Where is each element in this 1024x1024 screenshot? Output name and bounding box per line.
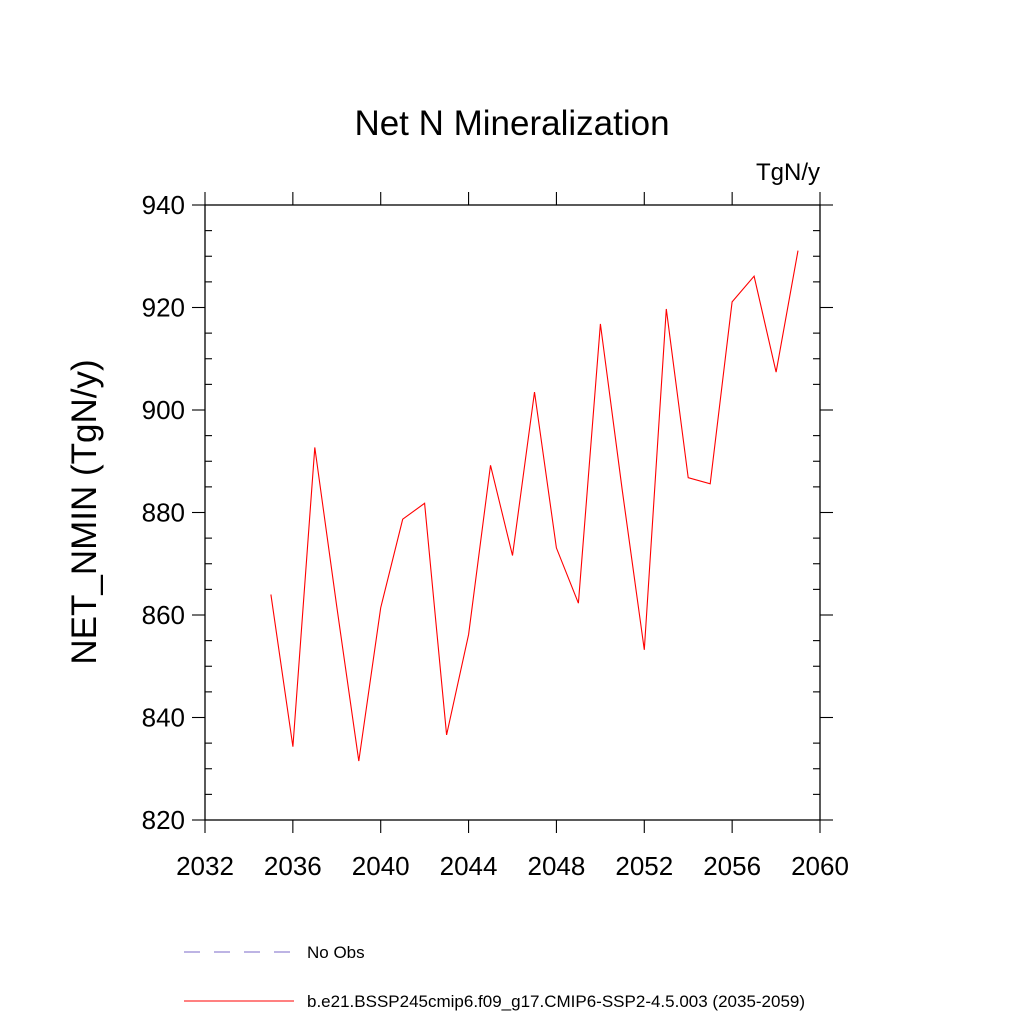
axis-tick-labels: 2032 2036 2040 2044 2048 2052 2056 2060 820 840 86…: [142, 190, 849, 881]
x-tick-label: 2060: [791, 851, 849, 881]
x-tick-label: 2048: [528, 851, 586, 881]
series-line: [270, 250, 799, 762]
x-tick-label: 2052: [615, 851, 673, 881]
x-tick-label: 2036: [264, 851, 322, 881]
series-layer: [270, 250, 799, 762]
x-tick-label: 2040: [352, 851, 410, 881]
legend: No Obs b.e21.BSSP245cmip6.f09_g17.CMIP6-S…: [184, 943, 805, 1011]
plot-frame: [204, 204, 821, 821]
y-tick-label: 860: [142, 600, 185, 630]
y-tick-label: 940: [142, 190, 185, 220]
x-tick-label: 2056: [703, 851, 761, 881]
y-tick-label: 920: [142, 293, 185, 323]
x-tick-label: 2044: [440, 851, 498, 881]
y-tick-label: 820: [142, 805, 185, 835]
legend-label: b.e21.BSSP245cmip6.f09_g17.CMIP6-SSP2-4.…: [307, 992, 805, 1011]
legend-label: No Obs: [307, 943, 365, 962]
chart-title: Net N Mineralization: [354, 104, 669, 143]
y-tick-label: 900: [142, 395, 185, 425]
y-tick-label: 880: [142, 498, 185, 528]
x-tick-label: 2032: [176, 851, 234, 881]
units-label: TgN/y: [756, 159, 820, 186]
y-axis-label: NET_NMIN (TgN/y): [65, 359, 104, 664]
axis-ticks: [192, 192, 833, 833]
y-tick-label: 840: [142, 703, 185, 733]
